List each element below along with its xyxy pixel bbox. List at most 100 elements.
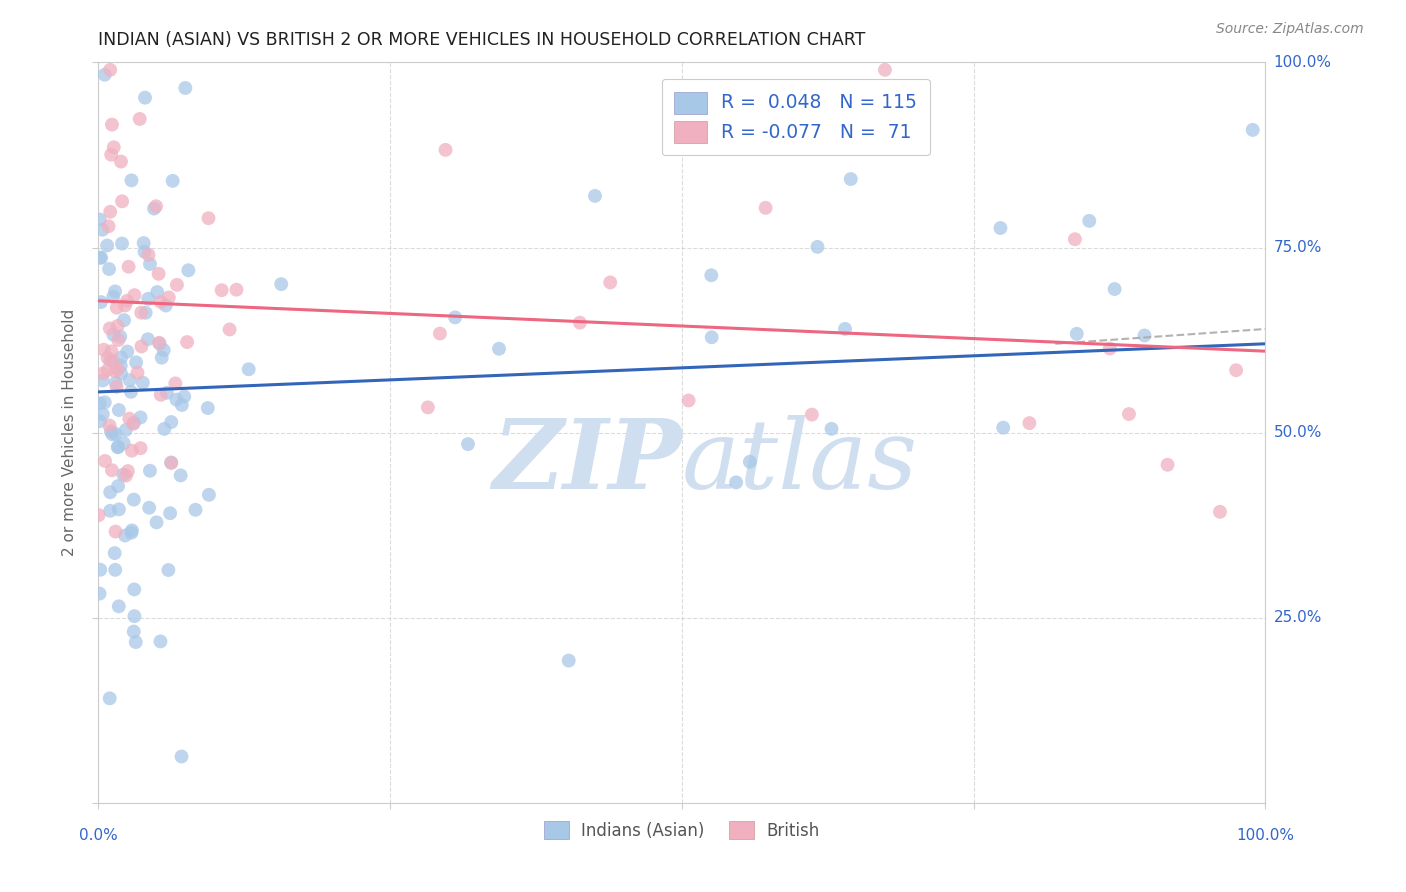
Point xyxy=(700,330,723,344)
Point xyxy=(444,310,467,325)
Point xyxy=(89,212,111,227)
Point xyxy=(108,403,131,417)
Point xyxy=(134,244,156,259)
Point xyxy=(93,68,115,82)
Point xyxy=(136,292,159,306)
Point xyxy=(156,385,179,400)
Point xyxy=(678,393,700,408)
Point xyxy=(117,260,139,274)
Point xyxy=(1078,214,1101,228)
Point xyxy=(1133,328,1156,343)
Point xyxy=(755,201,778,215)
Point xyxy=(97,219,120,234)
Point xyxy=(159,506,181,520)
Point xyxy=(114,298,136,312)
Point xyxy=(166,392,188,407)
Point xyxy=(96,238,118,252)
Point xyxy=(114,528,136,542)
Point xyxy=(568,316,591,330)
Point xyxy=(153,422,176,436)
Point xyxy=(107,440,129,454)
Legend: Indians (Asian), British: Indians (Asian), British xyxy=(537,814,827,847)
Point xyxy=(129,306,152,320)
Point xyxy=(132,376,155,390)
Point xyxy=(122,492,145,507)
Point xyxy=(145,516,167,530)
Point xyxy=(218,322,240,336)
Point xyxy=(101,463,124,477)
Point xyxy=(725,475,748,490)
Point xyxy=(488,342,510,356)
Point xyxy=(270,277,292,292)
Point xyxy=(1098,342,1121,356)
Point xyxy=(112,436,135,450)
Point xyxy=(105,380,128,394)
Point xyxy=(90,251,112,265)
Point xyxy=(121,525,143,540)
Point xyxy=(107,479,129,493)
Text: Source: ZipAtlas.com: Source: ZipAtlas.com xyxy=(1216,22,1364,37)
Point xyxy=(89,414,111,428)
Point xyxy=(98,353,121,368)
Point xyxy=(111,236,134,251)
Point xyxy=(149,634,172,648)
Point xyxy=(129,441,152,455)
Point xyxy=(170,398,193,412)
Point xyxy=(112,467,135,482)
Point xyxy=(110,154,132,169)
Point xyxy=(98,691,121,706)
Point xyxy=(89,251,111,265)
Point xyxy=(104,546,127,560)
Text: 100.0%: 100.0% xyxy=(1236,828,1295,843)
Point xyxy=(104,426,127,441)
Point xyxy=(124,288,146,302)
Point xyxy=(149,295,172,310)
Point xyxy=(101,354,124,368)
Point xyxy=(107,362,129,376)
Point xyxy=(110,351,132,365)
Point xyxy=(110,367,132,381)
Point xyxy=(103,140,125,154)
Point xyxy=(166,277,188,292)
Point xyxy=(174,81,197,95)
Point xyxy=(127,366,149,380)
Text: 100.0%: 100.0% xyxy=(1274,55,1331,70)
Point xyxy=(557,654,579,668)
Point xyxy=(115,468,138,483)
Point xyxy=(169,468,191,483)
Point xyxy=(100,425,122,439)
Point xyxy=(132,236,155,251)
Point xyxy=(89,563,111,577)
Point xyxy=(104,364,127,378)
Point xyxy=(149,388,172,402)
Point xyxy=(162,174,184,188)
Point xyxy=(121,443,143,458)
Point xyxy=(107,318,129,333)
Point xyxy=(135,306,157,320)
Point xyxy=(150,351,173,365)
Point xyxy=(107,333,129,347)
Point xyxy=(160,456,183,470)
Point xyxy=(197,211,219,226)
Point xyxy=(91,223,114,237)
Point xyxy=(155,298,177,312)
Point xyxy=(98,504,121,518)
Point xyxy=(103,290,125,304)
Point xyxy=(98,321,121,335)
Point xyxy=(198,488,221,502)
Point xyxy=(122,582,145,597)
Point xyxy=(125,635,148,649)
Point xyxy=(136,332,159,346)
Point xyxy=(184,503,207,517)
Point xyxy=(122,416,145,430)
Point xyxy=(90,295,112,310)
Point xyxy=(738,455,761,469)
Point xyxy=(117,344,139,359)
Point xyxy=(100,344,122,359)
Point xyxy=(91,374,114,388)
Point xyxy=(800,408,823,422)
Point xyxy=(238,362,260,376)
Point xyxy=(160,415,183,429)
Point xyxy=(165,376,187,391)
Text: 0.0%: 0.0% xyxy=(79,828,118,843)
